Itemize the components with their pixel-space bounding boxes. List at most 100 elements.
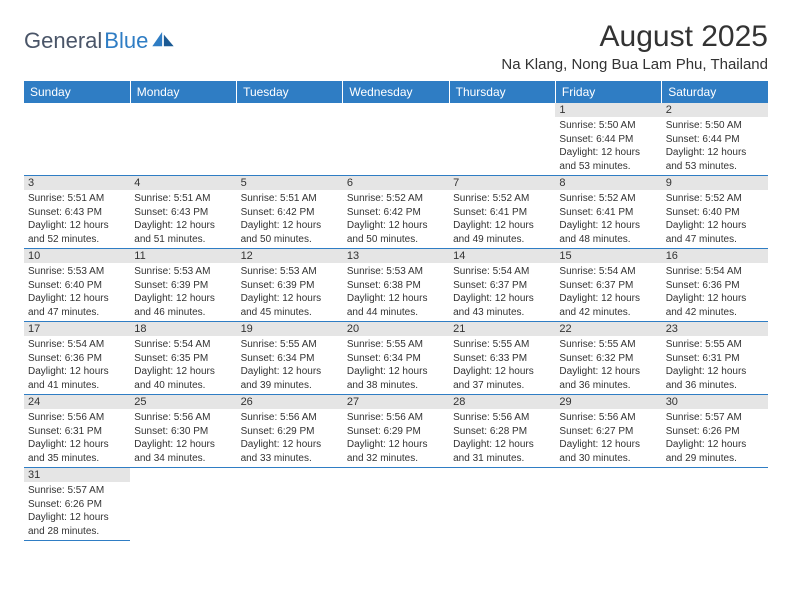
day-number: 12 (237, 249, 343, 263)
day-number: 8 (555, 176, 661, 190)
day-number: 24 (24, 395, 130, 409)
day-number: 9 (662, 176, 768, 190)
weekday-header: Friday (555, 81, 661, 103)
calendar-cell (662, 468, 768, 541)
calendar-cell (237, 468, 343, 541)
calendar-cell (24, 103, 130, 176)
day-info: Sunrise: 5:56 AMSunset: 6:30 PMDaylight:… (130, 409, 236, 467)
day-info: Sunrise: 5:55 AMSunset: 6:34 PMDaylight:… (237, 336, 343, 394)
calendar-cell: 26Sunrise: 5:56 AMSunset: 6:29 PMDayligh… (237, 395, 343, 468)
calendar-cell: 31Sunrise: 5:57 AMSunset: 6:26 PMDayligh… (24, 468, 130, 541)
calendar-cell (130, 468, 236, 541)
calendar-cell: 6Sunrise: 5:52 AMSunset: 6:42 PMDaylight… (343, 176, 449, 249)
calendar-cell: 30Sunrise: 5:57 AMSunset: 6:26 PMDayligh… (662, 395, 768, 468)
calendar-cell (343, 468, 449, 541)
day-info: Sunrise: 5:54 AMSunset: 6:36 PMDaylight:… (24, 336, 130, 394)
day-number: 18 (130, 322, 236, 336)
calendar-cell: 7Sunrise: 5:52 AMSunset: 6:41 PMDaylight… (449, 176, 555, 249)
day-number: 30 (662, 395, 768, 409)
day-info: Sunrise: 5:56 AMSunset: 6:28 PMDaylight:… (449, 409, 555, 467)
day-number: 23 (662, 322, 768, 336)
day-number: 11 (130, 249, 236, 263)
calendar-cell: 4Sunrise: 5:51 AMSunset: 6:43 PMDaylight… (130, 176, 236, 249)
calendar-week-row: 3Sunrise: 5:51 AMSunset: 6:43 PMDaylight… (24, 176, 768, 249)
day-info: Sunrise: 5:56 AMSunset: 6:31 PMDaylight:… (24, 409, 130, 467)
page-title: August 2025 (501, 20, 768, 54)
day-info: Sunrise: 5:57 AMSunset: 6:26 PMDaylight:… (24, 482, 130, 540)
brand-name-2: Blue (104, 28, 148, 54)
calendar-week-row: 1Sunrise: 5:50 AMSunset: 6:44 PMDaylight… (24, 103, 768, 176)
brand-logo: GeneralBlue (24, 20, 174, 54)
day-number: 3 (24, 176, 130, 190)
calendar-cell (237, 103, 343, 176)
day-info: Sunrise: 5:51 AMSunset: 6:43 PMDaylight:… (130, 190, 236, 248)
day-info: Sunrise: 5:54 AMSunset: 6:37 PMDaylight:… (449, 263, 555, 321)
calendar-cell: 12Sunrise: 5:53 AMSunset: 6:39 PMDayligh… (237, 249, 343, 322)
day-info: Sunrise: 5:52 AMSunset: 6:41 PMDaylight:… (449, 190, 555, 248)
day-number: 29 (555, 395, 661, 409)
day-info: Sunrise: 5:57 AMSunset: 6:26 PMDaylight:… (662, 409, 768, 467)
day-number: 21 (449, 322, 555, 336)
calendar-cell: 20Sunrise: 5:55 AMSunset: 6:34 PMDayligh… (343, 322, 449, 395)
day-number: 27 (343, 395, 449, 409)
day-number: 5 (237, 176, 343, 190)
calendar-cell: 11Sunrise: 5:53 AMSunset: 6:39 PMDayligh… (130, 249, 236, 322)
calendar-cell: 16Sunrise: 5:54 AMSunset: 6:36 PMDayligh… (662, 249, 768, 322)
calendar-body: 1Sunrise: 5:50 AMSunset: 6:44 PMDaylight… (24, 103, 768, 541)
weekday-header-row: SundayMondayTuesdayWednesdayThursdayFrid… (24, 81, 768, 103)
day-info: Sunrise: 5:53 AMSunset: 6:38 PMDaylight:… (343, 263, 449, 321)
day-number: 13 (343, 249, 449, 263)
calendar-cell: 15Sunrise: 5:54 AMSunset: 6:37 PMDayligh… (555, 249, 661, 322)
calendar-cell: 21Sunrise: 5:55 AMSunset: 6:33 PMDayligh… (449, 322, 555, 395)
day-number: 1 (555, 103, 661, 117)
day-info: Sunrise: 5:55 AMSunset: 6:33 PMDaylight:… (449, 336, 555, 394)
calendar-cell (449, 103, 555, 176)
sail-icon (152, 32, 174, 48)
day-info: Sunrise: 5:52 AMSunset: 6:40 PMDaylight:… (662, 190, 768, 248)
calendar-cell (555, 468, 661, 541)
calendar-cell: 9Sunrise: 5:52 AMSunset: 6:40 PMDaylight… (662, 176, 768, 249)
calendar-cell: 28Sunrise: 5:56 AMSunset: 6:28 PMDayligh… (449, 395, 555, 468)
weekday-header: Sunday (24, 81, 130, 103)
day-number: 15 (555, 249, 661, 263)
calendar-cell (343, 103, 449, 176)
calendar-cell: 24Sunrise: 5:56 AMSunset: 6:31 PMDayligh… (24, 395, 130, 468)
day-info: Sunrise: 5:54 AMSunset: 6:37 PMDaylight:… (555, 263, 661, 321)
calendar-cell: 23Sunrise: 5:55 AMSunset: 6:31 PMDayligh… (662, 322, 768, 395)
day-info: Sunrise: 5:55 AMSunset: 6:32 PMDaylight:… (555, 336, 661, 394)
weekday-header: Thursday (449, 81, 555, 103)
day-number: 20 (343, 322, 449, 336)
day-info: Sunrise: 5:55 AMSunset: 6:34 PMDaylight:… (343, 336, 449, 394)
calendar-cell: 13Sunrise: 5:53 AMSunset: 6:38 PMDayligh… (343, 249, 449, 322)
calendar-week-row: 10Sunrise: 5:53 AMSunset: 6:40 PMDayligh… (24, 249, 768, 322)
day-number: 14 (449, 249, 555, 263)
calendar-cell (130, 103, 236, 176)
calendar-cell: 18Sunrise: 5:54 AMSunset: 6:35 PMDayligh… (130, 322, 236, 395)
calendar-cell: 2Sunrise: 5:50 AMSunset: 6:44 PMDaylight… (662, 103, 768, 176)
day-info: Sunrise: 5:51 AMSunset: 6:43 PMDaylight:… (24, 190, 130, 248)
day-number: 16 (662, 249, 768, 263)
calendar-cell: 27Sunrise: 5:56 AMSunset: 6:29 PMDayligh… (343, 395, 449, 468)
calendar-cell: 5Sunrise: 5:51 AMSunset: 6:42 PMDaylight… (237, 176, 343, 249)
calendar-week-row: 17Sunrise: 5:54 AMSunset: 6:36 PMDayligh… (24, 322, 768, 395)
day-info: Sunrise: 5:52 AMSunset: 6:42 PMDaylight:… (343, 190, 449, 248)
calendar-week-row: 31Sunrise: 5:57 AMSunset: 6:26 PMDayligh… (24, 468, 768, 541)
calendar-page: GeneralBlue August 2025 Na Klang, Nong B… (0, 0, 792, 561)
day-info: Sunrise: 5:52 AMSunset: 6:41 PMDaylight:… (555, 190, 661, 248)
day-info: Sunrise: 5:56 AMSunset: 6:29 PMDaylight:… (343, 409, 449, 467)
day-info: Sunrise: 5:54 AMSunset: 6:36 PMDaylight:… (662, 263, 768, 321)
weekday-header: Saturday (662, 81, 768, 103)
day-info: Sunrise: 5:53 AMSunset: 6:39 PMDaylight:… (237, 263, 343, 321)
calendar-cell (449, 468, 555, 541)
day-number: 22 (555, 322, 661, 336)
brand-name-1: General (24, 28, 102, 54)
page-header: GeneralBlue August 2025 Na Klang, Nong B… (24, 20, 768, 73)
day-number: 19 (237, 322, 343, 336)
calendar-cell: 14Sunrise: 5:54 AMSunset: 6:37 PMDayligh… (449, 249, 555, 322)
calendar-week-row: 24Sunrise: 5:56 AMSunset: 6:31 PMDayligh… (24, 395, 768, 468)
day-info: Sunrise: 5:50 AMSunset: 6:44 PMDaylight:… (662, 117, 768, 175)
calendar-cell: 22Sunrise: 5:55 AMSunset: 6:32 PMDayligh… (555, 322, 661, 395)
day-info: Sunrise: 5:50 AMSunset: 6:44 PMDaylight:… (555, 117, 661, 175)
day-number: 10 (24, 249, 130, 263)
day-number: 7 (449, 176, 555, 190)
